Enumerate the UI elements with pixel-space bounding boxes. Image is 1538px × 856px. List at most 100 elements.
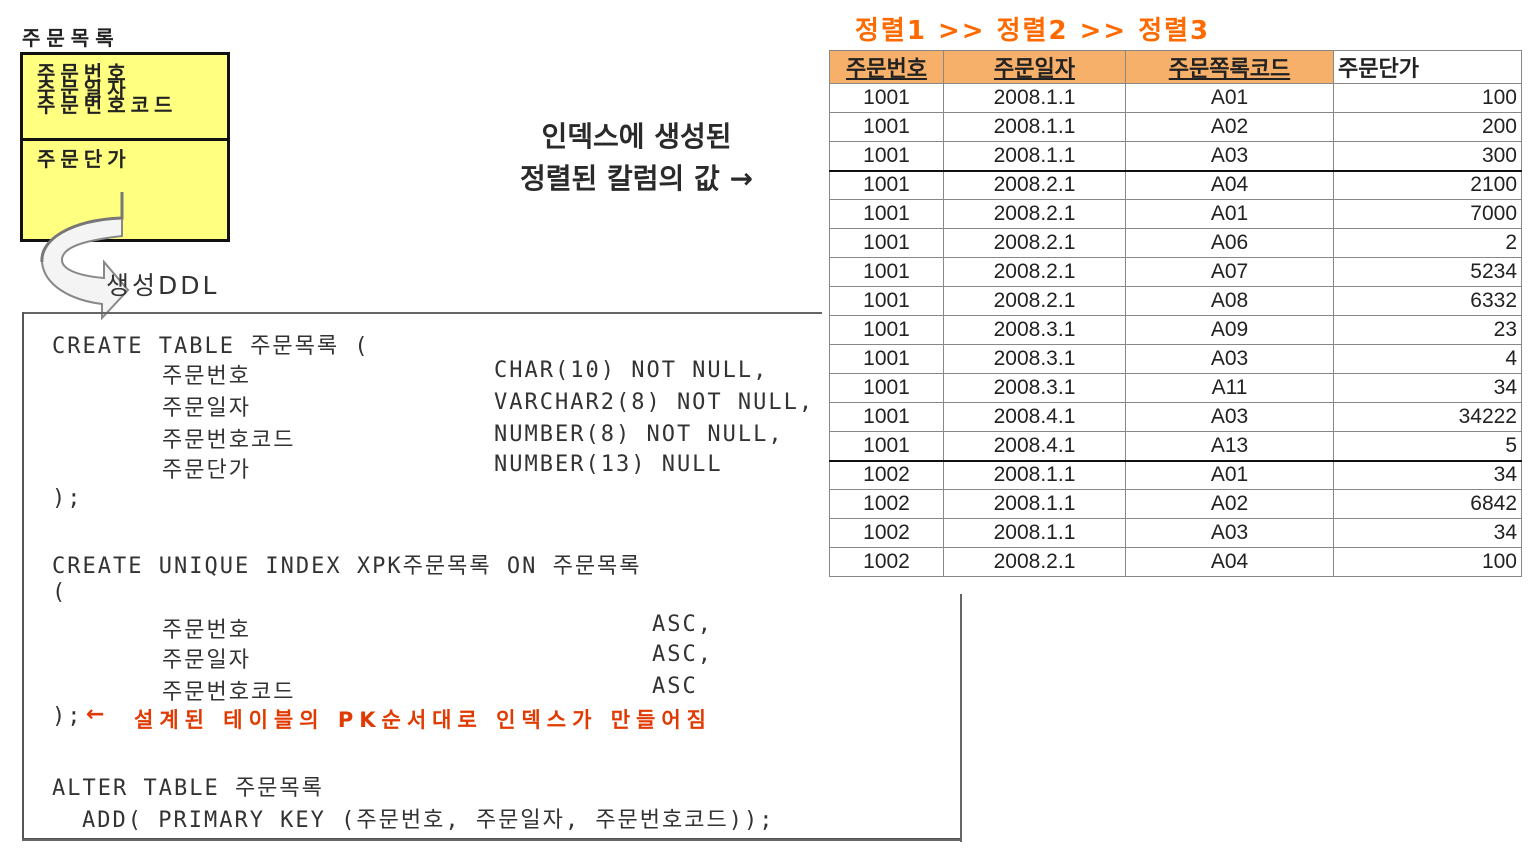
sort-order-caption: 정렬1 >> 정렬2 >> 정렬3: [855, 16, 1211, 46]
table-header-cell: 주문일자: [943, 50, 1126, 84]
table-cell: 34: [1333, 373, 1522, 403]
code-column-type: CHAR(10) NOT NULL,: [494, 358, 769, 383]
table-row: 1001 2008.3.1 A03 4: [829, 344, 1522, 374]
table-row: 1002 2008.1.1 A02 6842: [829, 489, 1522, 519]
note-line-1: 인덱스에 생성된: [541, 120, 732, 153]
table-cell: 2008.3.1: [943, 373, 1126, 403]
code-index-column: 주문번호: [162, 618, 251, 643]
table-cell: A01: [1125, 83, 1334, 113]
table-cell: 2008.1.1: [943, 459, 1126, 490]
table-cell: 100: [1333, 547, 1522, 577]
table-header-cell: 주문단가: [1333, 50, 1522, 84]
entity-pk-section: 주문번호 주문일자 주문번호코드: [23, 55, 227, 141]
table-cell: 300: [1333, 141, 1522, 171]
ddl-box-bottom-border: [22, 839, 962, 841]
entity-pk-attribute: 주문번호코드: [37, 93, 178, 117]
entity-pk-attribute: 주문번호: [37, 61, 131, 85]
table-row: 1002 2008.2.1 A04 100: [829, 547, 1522, 577]
table-cell: 2100: [1333, 169, 1522, 200]
code-open-paren: (: [52, 580, 68, 605]
table-cell: A11: [1125, 373, 1334, 403]
table-header-cell: 주문번호: [829, 50, 944, 84]
table-cell: 2008.2.1: [943, 547, 1126, 577]
code-column-type: NUMBER(8) NOT NULL,: [494, 422, 784, 447]
table-row: 1001 2008.2.1 A07 5234: [829, 257, 1522, 287]
table-cell: A02: [1125, 489, 1334, 519]
code-close-index: );: [52, 704, 83, 729]
index-sorted-note: 인덱스에 생성된 정렬된 칼럼의 값 →: [520, 116, 753, 200]
table-cell: 2: [1333, 228, 1522, 258]
table-cell: 2008.3.1: [943, 344, 1126, 374]
table-cell: 4: [1333, 344, 1522, 374]
table-cell: A02: [1125, 112, 1334, 142]
table-cell: 1001: [829, 431, 944, 461]
table-header-row: 주문번호 주문일자 주문쪽록코드 주문단가: [829, 50, 1522, 84]
table-cell: 2008.1.1: [943, 83, 1126, 113]
code-index-column: 주문일자: [162, 648, 251, 673]
table-cell: 1001: [829, 315, 944, 345]
table-cell: 2008.2.1: [943, 228, 1126, 258]
table-cell: 2008.3.1: [943, 315, 1126, 345]
ddl-box-right-border: [960, 594, 962, 842]
table-header-cell: 주문쪽록코드: [1125, 50, 1334, 84]
table-cell: 1001: [829, 169, 944, 200]
entity-attribute: 주문단가: [37, 147, 131, 171]
table-cell: 1001: [829, 257, 944, 287]
table-cell: 1001: [829, 199, 944, 229]
code-alter-table: ALTER TABLE 주문목록: [52, 776, 324, 801]
index-values-table: 주문번호 주문일자 주문쪽록코드 주문단가 1001 2008.1.1 A01 100…: [829, 50, 1522, 577]
table-cell: 6842: [1333, 489, 1522, 519]
left-arrow-icon: ←: [86, 702, 111, 727]
table-row: 1001 2008.3.1 A11 34: [829, 373, 1522, 403]
table-cell: 2008.2.1: [943, 199, 1126, 229]
code-index-order: ASC: [652, 674, 698, 699]
table-cell: A03: [1125, 141, 1334, 171]
table-cell: A03: [1125, 344, 1334, 374]
table-cell: A08: [1125, 286, 1334, 316]
table-row: 1001 2008.4.1 A13 5: [829, 431, 1522, 461]
code-column-name: 주문번호코드: [162, 428, 296, 453]
table-cell: 2008.1.1: [943, 489, 1126, 519]
table-cell: A13: [1125, 431, 1334, 461]
entity-pk-attribute: 주문일자: [37, 77, 131, 101]
table-cell: 1002: [829, 547, 944, 577]
table-cell: 200: [1333, 112, 1522, 142]
table-cell: 2008.4.1: [943, 402, 1126, 432]
table-cell: A04: [1125, 547, 1334, 577]
table-row: 1001 2008.2.1 A08 6332: [829, 286, 1522, 316]
table-cell: 2008.4.1: [943, 431, 1126, 461]
table-cell: 2008.1.1: [943, 518, 1126, 548]
code-create-index: CREATE UNIQUE INDEX XPK주문목록 ON 주문목록: [52, 554, 642, 579]
table-row: 1001 2008.1.1 A02 200: [829, 112, 1522, 142]
table-cell: 1002: [829, 518, 944, 548]
note-line-2: 정렬된 칼럼의 값 →: [520, 162, 754, 195]
table-cell: 7000: [1333, 199, 1522, 229]
table-cell: 1001: [829, 373, 944, 403]
table-cell: 1001: [829, 141, 944, 171]
table-cell: 2008.2.1: [943, 169, 1126, 200]
table-row: 1001 2008.3.1 A09 23: [829, 315, 1522, 345]
code-column-name: 주문단가: [162, 458, 251, 483]
curved-arrow-icon: [40, 192, 130, 321]
entity-attr-section: 주문단가: [23, 141, 227, 171]
code-index-order: ASC,: [652, 612, 713, 637]
code-close-table: );: [52, 486, 83, 511]
table-cell: A06: [1125, 228, 1334, 258]
table-body: 1001 2008.1.1 A01 100 1001 2008.1.1 A02 200 1001…: [829, 83, 1522, 577]
code-index-order: ASC,: [652, 642, 713, 667]
code-add-pk: ADD( PRIMARY KEY (주문번호, 주문일자, 주문번호코드));: [82, 808, 775, 833]
table-row: 1001 2008.2.1 A01 7000: [829, 199, 1522, 229]
table-cell: 1001: [829, 402, 944, 432]
code-create-table: CREATE TABLE 주문목록 (: [52, 334, 370, 359]
index-note: 설계된 테이블의 PK순서대로 인덱스가 만들어짐: [134, 708, 712, 732]
table-cell: 2008.2.1: [943, 286, 1126, 316]
table-cell: 34: [1333, 459, 1522, 490]
table-cell: A09: [1125, 315, 1334, 345]
table-row: 1002 2008.1.1 A01 34: [829, 459, 1522, 490]
table-row: 1001 2008.1.1 A03 300: [829, 141, 1522, 171]
table-row: 1001 2008.1.1 A01 100: [829, 83, 1522, 113]
table-cell: A01: [1125, 459, 1334, 490]
table-cell: 100: [1333, 83, 1522, 113]
table-cell: 34: [1333, 518, 1522, 548]
table-row: 1001 2008.2.1 A06 2: [829, 228, 1522, 258]
